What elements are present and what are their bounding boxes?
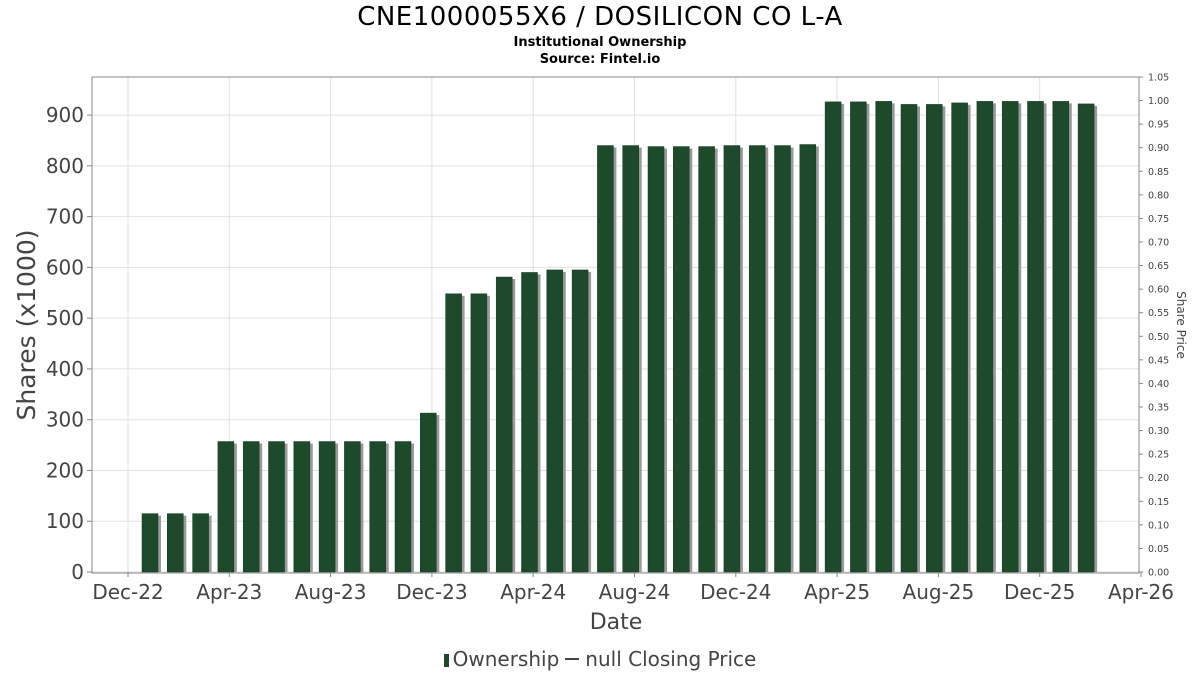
- bars: [141, 101, 1098, 573]
- ownership-bar: [723, 145, 741, 573]
- x-tick-label: Apr-26: [1108, 580, 1174, 604]
- y-tick-label: 400: [46, 357, 84, 381]
- y-tick-label: 500: [46, 306, 84, 330]
- ownership-bar: [167, 513, 184, 573]
- y2-tick-label: 0.80: [1148, 190, 1169, 201]
- y-tick-label: 100: [46, 509, 84, 533]
- ownership-bar: [521, 272, 538, 573]
- x-axis-title: Date: [590, 610, 643, 635]
- ownership-bar: [597, 145, 614, 573]
- x-tick-label: Dec-25: [1004, 580, 1075, 604]
- ownership-bar: [622, 145, 639, 573]
- y2-tick-label: 0.55: [1148, 308, 1169, 319]
- y2-tick-label: 0.60: [1148, 285, 1169, 296]
- ownership-bar: [1052, 101, 1070, 573]
- y-tick-label: 600: [46, 255, 84, 279]
- ownership-bar: [420, 412, 437, 573]
- y2-tick-label: 0.35: [1148, 403, 1169, 414]
- y2-tick-label: 0.15: [1148, 497, 1169, 508]
- ownership-bar: [344, 441, 361, 573]
- plot-area-border: [91, 76, 1140, 574]
- y-tick-label: 900: [46, 103, 84, 127]
- ownership-bar: [546, 269, 564, 573]
- ownership-bar: [824, 101, 842, 573]
- ownership-bar: [673, 146, 690, 573]
- y2-tick-label: 1.05: [1148, 73, 1169, 84]
- ownership-bar: [268, 441, 285, 573]
- y2-axis-title: Share Price: [1174, 291, 1188, 359]
- x-tick-label: Aug-23: [295, 580, 367, 604]
- x-tick-label: Apr-24: [500, 580, 566, 604]
- ownership-bar: [192, 513, 209, 573]
- ownership-bar: [445, 293, 462, 573]
- price-legend-label: null Closing Price: [585, 647, 757, 671]
- y2-tick-label: 0.90: [1148, 143, 1169, 154]
- ownership-bar: [1001, 101, 1019, 573]
- legend: Ownership null Closing Price: [0, 647, 1200, 671]
- chart-source: Source: Fintel.io: [539, 52, 661, 67]
- x-tick-label: Aug-25: [903, 580, 975, 604]
- y2-tick-label: 0.70: [1148, 238, 1169, 249]
- y-tick-label: 700: [46, 205, 84, 229]
- y2-tick-label: 0.50: [1148, 332, 1169, 343]
- price-legend-line: [565, 658, 580, 660]
- y2-tick-label: 0.20: [1148, 473, 1169, 484]
- ownership-bar: [394, 441, 412, 573]
- x-tick-label: Aug-24: [599, 580, 671, 604]
- ownership-legend-swatch: [443, 654, 449, 667]
- y2-tick-label: 0.40: [1148, 379, 1169, 390]
- y-tick-label: 200: [46, 458, 84, 482]
- ownership-bar: [571, 269, 589, 573]
- y2-tick-label: 0.45: [1148, 355, 1169, 366]
- ownership-bar: [369, 441, 386, 573]
- ownership-bar: [976, 101, 994, 573]
- y2-tick-label: 0.25: [1148, 450, 1169, 461]
- y2-tick-label: 0.65: [1148, 261, 1169, 272]
- ownership-bar: [926, 104, 943, 573]
- ownership-bar: [141, 513, 159, 573]
- ownership-bar: [1077, 103, 1095, 573]
- x-tick-label: Dec-23: [396, 580, 467, 604]
- ownership-legend-label: Ownership: [452, 647, 560, 671]
- x-tick-label: Dec-22: [92, 580, 163, 604]
- y2-tick-label: 0.85: [1148, 167, 1169, 178]
- chart-title: CNE1000055X6 / DOSILICON CO L-A: [357, 2, 843, 32]
- y-tick-label: 0: [71, 560, 84, 584]
- x-tick-label: Apr-23: [196, 580, 262, 604]
- ownership-bar: [647, 146, 665, 573]
- y2-tick-label: 0.00: [1148, 568, 1169, 579]
- ownership-bar: [470, 293, 488, 573]
- y-tick-label: 300: [46, 408, 84, 432]
- ownership-bar: [217, 441, 235, 573]
- y-tick-label: 800: [46, 154, 84, 178]
- ownership-bar: [495, 276, 513, 573]
- y2-tick-label: 0.10: [1148, 520, 1169, 531]
- ownership-bar: [242, 441, 260, 573]
- ownership-bar: [698, 146, 715, 573]
- ownership-bar: [318, 441, 336, 573]
- x-tick-label: Dec-24: [700, 580, 771, 604]
- y-axis-title: Shares (x1000): [12, 229, 41, 420]
- chart-subtitle: Institutional Ownership: [513, 35, 687, 50]
- ownership-bar: [1027, 101, 1044, 573]
- ownership-bar: [875, 101, 892, 573]
- ownership-bar: [900, 104, 918, 573]
- y2-tick-label: 0.75: [1148, 214, 1169, 225]
- ownership-bar: [293, 441, 311, 573]
- y-axis-right-ticks: 0.00 0.05 0.10 0.15 0.20 0.25 0.30 0.35 0.40 0.45…: [1139, 73, 1169, 579]
- y2-tick-label: 0.05: [1148, 544, 1169, 555]
- y2-tick-label: 0.30: [1148, 426, 1169, 437]
- ownership-bar: [799, 144, 817, 573]
- ownership-bar: [850, 101, 867, 573]
- y2-tick-label: 1.00: [1148, 96, 1169, 107]
- y-axis-left-ticks: 0 100 200 300 400 500 600 700 800 900: [46, 103, 92, 584]
- x-axis-ticks: Dec-22 Apr-23 Aug-23 Dec-23 Apr-24 Aug-24 Dec-…: [92, 572, 1174, 604]
- ownership-bar: [951, 102, 968, 573]
- x-tick-label: Apr-25: [804, 580, 870, 604]
- ownership-bar: [748, 145, 766, 573]
- y2-tick-label: 0.95: [1148, 120, 1169, 131]
- ownership-bar: [774, 145, 791, 573]
